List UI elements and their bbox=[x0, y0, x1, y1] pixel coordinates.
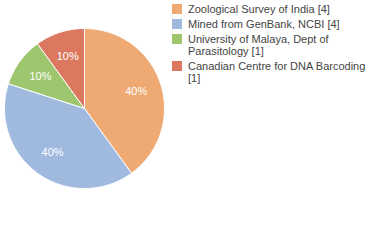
svg-text:40%: 40% bbox=[42, 146, 64, 158]
svg-text:10%: 10% bbox=[29, 70, 51, 82]
html-text:Mined from GenBank, NCBI [4]: Mined from GenBank, NCBI [4] bbox=[188, 18, 340, 30]
html-text:Canadian Centre for DNA Barcod: Canadian Centre for DNA Barcoding [1] bbox=[188, 60, 366, 84]
svg-text:40%: 40% bbox=[125, 85, 147, 97]
html-text:University of Malaya, Dept of: University of Malaya, Dept of Parasitolo… bbox=[188, 33, 329, 57]
html-text:Zoological Survey of India [4]: Zoological Survey of India [4] bbox=[188, 3, 330, 15]
svg-text:10%: 10% bbox=[57, 50, 79, 62]
